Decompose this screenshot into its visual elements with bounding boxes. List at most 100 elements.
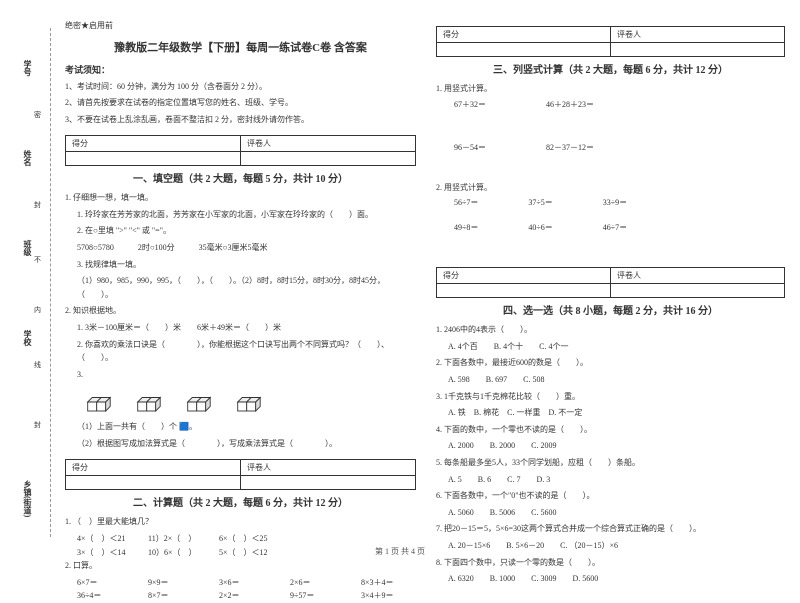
cube-group-3 — [185, 388, 221, 416]
cube-figures — [85, 388, 416, 416]
calc-item: 82－37－12＝ — [546, 142, 594, 153]
mc-question: 2. 下面各数中，最接近600的数是（ ）。 — [436, 356, 785, 370]
calc-item: 56÷7＝ — [454, 197, 478, 208]
mc-options: A. 5 B. 6 C. 7 D. 3 — [436, 473, 785, 487]
calc-item: 11）2×（ ） — [148, 532, 203, 546]
section-2-title: 二、计算题（共 2 大题，每题 6 分，共计 12 分） — [65, 494, 416, 509]
mc-question: 5. 每条船最多坐5人，33个同学划船，应租（ ）条船。 — [436, 456, 785, 470]
calc-item: 96－54＝ — [454, 142, 486, 153]
section-1-title: 一、填空题（共 2 大题，每题 5 分，共计 10 分） — [65, 170, 416, 185]
cube-group-4 — [235, 388, 271, 416]
s1-q1b: 2. 在○里填 ">" "<" 或 "="。 — [65, 224, 416, 238]
margin-subbadge: 封 — [34, 200, 41, 210]
right-column: 得分评卷人 三、列竖式计算（共 2 大题，每题 6 分，共计 12 分） 1. … — [436, 20, 785, 603]
cube-group-1 — [85, 388, 121, 416]
notice-1: 1、考试时间：60 分钟，满分为 100 分（含卷面分 2 分）。 — [65, 80, 416, 94]
notice-3: 3、不要在试卷上乱涂乱画，卷面不整洁扣 2 分，密封线外请勿作答。 — [65, 113, 416, 127]
calc-item: 2×2＝ — [219, 589, 274, 603]
s1-q2c-sub: （1）上面一共有（ ）个 🟦。 — [65, 420, 416, 434]
score-table-s2: 得分评卷人 — [65, 459, 416, 490]
cube-group-2 — [135, 388, 171, 416]
calc-item: 36÷4＝ — [77, 589, 132, 603]
page-content: 绝密★启用前 豫教版二年级数学【下册】每周一练试卷C卷 含答案 考试须知： 1、… — [65, 20, 785, 603]
calc-item: 49÷8＝ — [454, 222, 478, 233]
margin-subbadge: 密 — [34, 110, 41, 120]
calc-item: 4×（ ）＜21 — [77, 532, 132, 546]
s1-q2: 2. 知识根据地。 — [65, 304, 416, 318]
calc-item: 40÷6＝ — [528, 222, 552, 233]
s2-q2-row1: 6×7＝ 9×9＝ 3×6＝ 2×6＝ 8×3＋4＝ — [65, 576, 416, 590]
score-cell — [66, 152, 241, 166]
mc-question: 6. 下面各数中，一个"0"也不读的是（ ）。 — [436, 489, 785, 503]
margin-subbadge: 封 — [34, 420, 41, 430]
s3-q2a: 56÷7＝ 37÷5＝ 33÷9＝ — [436, 197, 785, 208]
score-table-s1: 得分评卷人 — [65, 135, 416, 166]
grader-cell — [611, 43, 785, 57]
margin-subbadge: 内 — [34, 305, 41, 315]
grader-label: 评卷人 — [241, 460, 416, 476]
mc-options: A. 6320 B. 1000 C. 3009 D. 5600 — [436, 572, 785, 586]
calc-item: 33÷9＝ — [603, 197, 627, 208]
binding-margin: 学号姓名班级学校乡镇(街道)密封不内线封 — [0, 0, 60, 565]
margin-badge: 班级 — [22, 240, 33, 256]
score-cell — [437, 284, 611, 298]
score-label: 得分 — [437, 27, 611, 43]
binding-dotted-line — [50, 28, 51, 537]
calc-item: 6×（ ）＜25 — [219, 532, 274, 546]
score-cell — [66, 476, 241, 490]
mc-question: 4. 下面的数中，一个零也不读的是（ ）。 — [436, 423, 785, 437]
left-column: 绝密★启用前 豫教版二年级数学【下册】每周一练试卷C卷 含答案 考试须知： 1、… — [65, 20, 416, 603]
mc-options: A. 2000 B. 2000 C. 2009 — [436, 439, 785, 453]
calc-item: 67＋32＝ — [454, 99, 486, 110]
calc-item: 6×7＝ — [77, 576, 132, 590]
section-4-title: 四、选一选（共 8 小题，每题 2 分，共计 16 分） — [436, 302, 785, 317]
exam-title: 豫教版二年级数学【下册】每周一练试卷C卷 含答案 — [65, 39, 416, 55]
s1-q1b1: 5708○5780 2时○100分 35毫米○3厘米5毫米 — [65, 241, 416, 255]
s1-q2a: 1. 3米－100厘米＝（ ）米 6米＋49米＝（ ）米 — [65, 321, 416, 335]
s3-q1a: 67＋32＝ 46＋28＋23＝ — [436, 99, 785, 110]
s3-q1: 1. 用竖式计算。 — [436, 82, 785, 96]
score-label: 得分 — [437, 268, 611, 284]
margin-badge: 姓名 — [22, 150, 33, 166]
calc-item: 3×6＝ — [219, 576, 274, 590]
spacer — [436, 167, 785, 181]
section-3-title: 三、列竖式计算（共 2 大题，每题 6 分，共计 12 分） — [436, 61, 785, 76]
secret-label: 绝密★启用前 — [65, 20, 416, 31]
grader-cell — [611, 284, 785, 298]
mc-options: A. 598 B. 697 C. 508 — [436, 373, 785, 387]
mc-question: 8. 下面四个数中，只读一个零的数是（ ）。 — [436, 556, 785, 570]
grader-cell — [241, 152, 416, 166]
margin-badge: 学校 — [22, 330, 33, 346]
grader-cell — [241, 476, 416, 490]
s1-q1: 1. 仔细想一想，填一填。 — [65, 191, 416, 205]
s3-q1b: 96－54＝ 82－37－12＝ — [436, 142, 785, 153]
spacer — [436, 124, 785, 142]
calc-item: 8×3＋4＝ — [361, 576, 416, 590]
score-table-s3: 得分评卷人 — [436, 26, 785, 57]
grader-label: 评卷人 — [611, 27, 785, 43]
s3-q2b: 49÷8＝ 40÷6＝ 46÷7＝ — [436, 222, 785, 233]
margin-badge: 学号 — [22, 60, 33, 76]
margin-subbadge: 线 — [34, 360, 41, 370]
calc-item: 3×4＋9＝ — [361, 589, 416, 603]
s3-q2: 2. 用竖式计算。 — [436, 181, 785, 195]
score-cell — [437, 43, 611, 57]
s1-q2d: （2）根据图写成加法算式是（ ），写成乘法算式是（ ）。 — [65, 437, 416, 451]
s1-q1a: 1. 玲玲家在芳芳家的北面，芳芳家在小军家的北面，小军家在玲玲家的（ ）面。 — [65, 208, 416, 222]
score-table-s4: 得分评卷人 — [436, 267, 785, 298]
calc-item: 8×7＝ — [148, 589, 203, 603]
mc-question: 7. 把20－15＝5，5×6=30这两个算式合并成一个综合算式正确的是（ ）。 — [436, 522, 785, 536]
page-footer: 第 1 页 共 4 页 — [0, 546, 800, 557]
score-label: 得分 — [66, 136, 241, 152]
s2-q2: 2. 口算。 — [65, 559, 416, 573]
s2-q1-row1: 4×（ ）＜21 11）2×（ ） 6×（ ）＜25 — [65, 532, 416, 546]
margin-badge: 乡镇(街道) — [22, 480, 33, 517]
notice-2: 2、请首先按要求在试卷的指定位置填写您的姓名、班级、学号。 — [65, 96, 416, 110]
spacer — [436, 247, 785, 261]
grader-label: 评卷人 — [611, 268, 785, 284]
s1-q2b: 2. 你喜欢的乘法口诀是（ ），你能根据这个口诀写出两个不同算式吗？（ ）、（ … — [65, 338, 416, 365]
calc-item: 46÷7＝ — [603, 222, 627, 233]
score-label: 得分 — [66, 460, 241, 476]
s1-q1c1: （1）980，985，990，995，（ ），（ ）。（2）8时，8时15分，8… — [65, 274, 416, 301]
mc-question: 3. 1千克铁与1千克棉花比较（ ）重。 — [436, 390, 785, 404]
